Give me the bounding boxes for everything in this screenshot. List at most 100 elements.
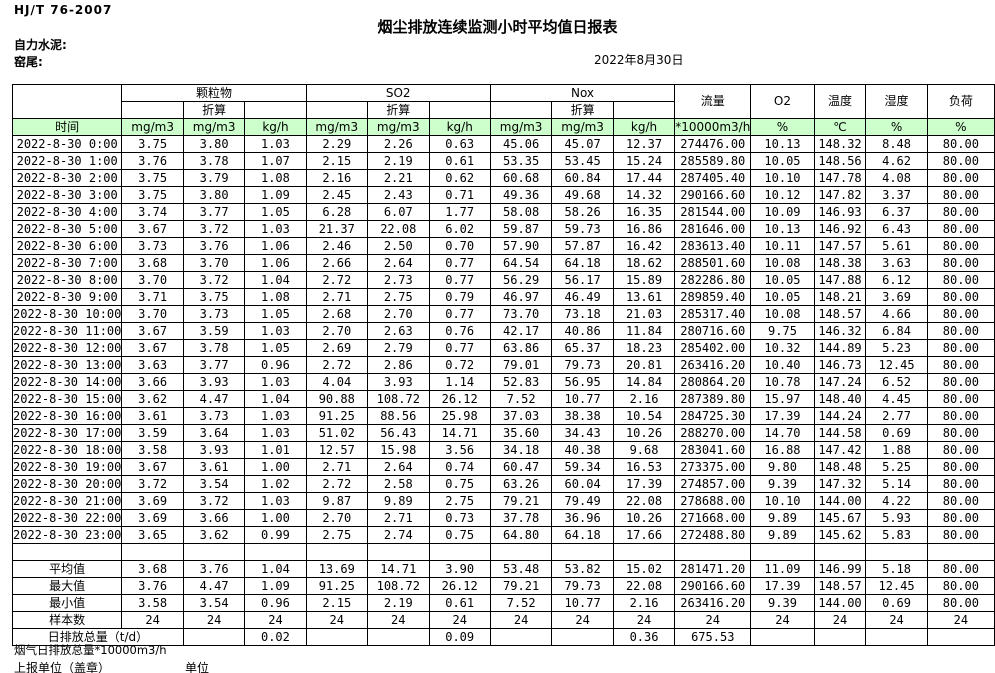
value-cell: 56.43 — [367, 424, 430, 442]
value-cell: 56.29 — [489, 271, 553, 289]
value-cell: 4.04 — [305, 373, 369, 391]
value-cell: 3.37 — [865, 186, 928, 204]
value-cell: 37.78 — [489, 509, 553, 527]
corner-cell — [11, 84, 123, 119]
value-cell: 3.65 — [121, 526, 184, 544]
value-cell: 281544.00 — [674, 203, 752, 221]
value-cell: 145.62 — [813, 526, 867, 544]
value-cell: 289859.40 — [674, 288, 752, 306]
time-cell: 2022-8-30 3:00 — [11, 186, 123, 204]
summary-value-cell: 2.16 — [612, 594, 676, 612]
value-cell: 1.88 — [865, 441, 928, 459]
summary-value-cell: 3.54 — [182, 594, 246, 612]
table-row: 2022-8-30 13:00 3.63 3.77 0.96 2.72 2.86 0.72 7… — [11, 356, 995, 374]
value-cell: 79.21 — [489, 492, 553, 510]
value-cell: 37.03 — [489, 407, 553, 425]
group-header-row: 颗粒物 SO2 Nox 流量 O2 温度 湿度 负荷 — [11, 84, 995, 119]
value-cell: 2.19 — [367, 152, 430, 170]
summary-value-cell: 79.73 — [551, 577, 614, 595]
time-cell: 2022-8-30 9:00 — [11, 288, 123, 306]
empty-cell — [551, 543, 614, 561]
value-cell: 0.62 — [428, 169, 491, 187]
value-cell: 2.75 — [367, 288, 430, 306]
value-cell: 1.04 — [244, 271, 307, 289]
value-cell: 2.16 — [612, 390, 676, 408]
table-row: 2022-8-30 14:00 3.66 3.93 1.03 4.04 3.93 1.14 5… — [11, 373, 995, 391]
time-cell: 2022-8-30 12:00 — [11, 339, 123, 357]
summary-value-cell: 24 — [674, 611, 752, 629]
empty-cell — [367, 543, 430, 561]
table-row: 2022-8-30 7:00 3.68 3.70 1.06 2.66 2.64 0.77 64… — [11, 254, 995, 272]
value-cell: 3.61 — [121, 407, 184, 425]
value-cell: 285317.40 — [674, 305, 752, 323]
value-cell: 57.90 — [489, 237, 553, 255]
table-row: 2022-8-30 4:00 3.74 3.77 1.05 6.28 6.07 1.77 58… — [11, 203, 995, 221]
table-row: 2022-8-30 11:00 3.67 3.59 1.03 2.70 2.63 0.76 4… — [11, 322, 995, 340]
value-cell: 2.50 — [367, 237, 430, 255]
value-cell: 10.32 — [750, 339, 815, 357]
empty-cell — [428, 543, 491, 561]
value-cell: 15.89 — [612, 271, 676, 289]
summary-value-cell: 24 — [750, 611, 815, 629]
value-cell: 273375.00 — [674, 458, 752, 476]
value-cell: 3.77 — [182, 356, 246, 374]
value-cell: 14.71 — [428, 424, 491, 442]
unit-header: kg/h — [244, 118, 307, 136]
value-cell: 146.73 — [813, 356, 867, 374]
value-cell: 80.00 — [926, 509, 995, 527]
value-cell: 2.77 — [865, 407, 928, 425]
value-cell: 34.43 — [551, 424, 614, 442]
time-cell: 2022-8-30 22:00 — [11, 509, 123, 527]
value-cell: 10.10 — [750, 169, 815, 187]
value-cell: 3.72 — [182, 220, 246, 238]
unit-header: *10000m3/h — [674, 118, 752, 136]
unit-header: % — [926, 118, 995, 136]
value-cell: 80.00 — [926, 356, 995, 374]
time-cell: 2022-8-30 1:00 — [11, 152, 123, 170]
value-cell: 14.70 — [750, 424, 815, 442]
summary-value-cell: 2.19 — [367, 594, 430, 612]
separator-row — [11, 543, 995, 561]
value-cell: 2.75 — [428, 492, 491, 510]
unit-header: mg/m3 — [551, 118, 614, 136]
value-cell: 274857.00 — [674, 475, 752, 493]
table-row: 2022-8-30 22:00 3.69 3.66 1.00 2.70 2.71 0.73 3… — [11, 509, 995, 527]
time-cell: 2022-8-30 5:00 — [11, 220, 123, 238]
value-cell: 9.87 — [305, 492, 369, 510]
value-cell: 22.08 — [367, 220, 430, 238]
value-cell: 3.70 — [182, 254, 246, 272]
value-cell: 3.72 — [182, 492, 246, 510]
value-cell: 288270.00 — [674, 424, 752, 442]
value-cell: 80.00 — [926, 475, 995, 493]
value-cell: 16.35 — [612, 203, 676, 221]
value-cell: 148.57 — [813, 305, 867, 323]
value-cell: 2.43 — [367, 186, 430, 204]
value-cell: 12.37 — [612, 135, 676, 153]
value-cell: 46.97 — [489, 288, 553, 306]
group-header-temperature: 温度 — [813, 84, 867, 119]
value-cell: 10.77 — [551, 390, 614, 408]
value-cell: 0.72 — [428, 356, 491, 374]
value-cell: 3.58 — [121, 441, 184, 459]
value-cell: 4.45 — [865, 390, 928, 408]
empty-cell — [612, 543, 676, 561]
value-cell: 9.39 — [750, 475, 815, 493]
value-cell: 147.82 — [813, 186, 867, 204]
value-cell: 3.67 — [121, 458, 184, 476]
value-cell: 25.98 — [428, 407, 491, 425]
value-cell: 284725.30 — [674, 407, 752, 425]
value-cell: 10.26 — [612, 424, 676, 442]
value-cell: 0.77 — [428, 339, 491, 357]
value-cell: 5.61 — [865, 237, 928, 255]
value-cell: 3.67 — [121, 339, 184, 357]
summary-value-cell: 14.71 — [367, 560, 430, 578]
value-cell: 80.00 — [926, 254, 995, 272]
value-cell: 53.45 — [551, 152, 614, 170]
table-row: 2022-8-30 23:00 3.65 3.62 0.99 2.75 2.74 0.75 6… — [11, 526, 995, 544]
value-cell: 3.76 — [182, 237, 246, 255]
value-cell: 3.66 — [121, 373, 184, 391]
summary-value-cell: 24 — [551, 611, 614, 629]
daily-total-cell — [305, 628, 369, 646]
value-cell: 42.17 — [489, 322, 553, 340]
value-cell: 80.00 — [926, 458, 995, 476]
